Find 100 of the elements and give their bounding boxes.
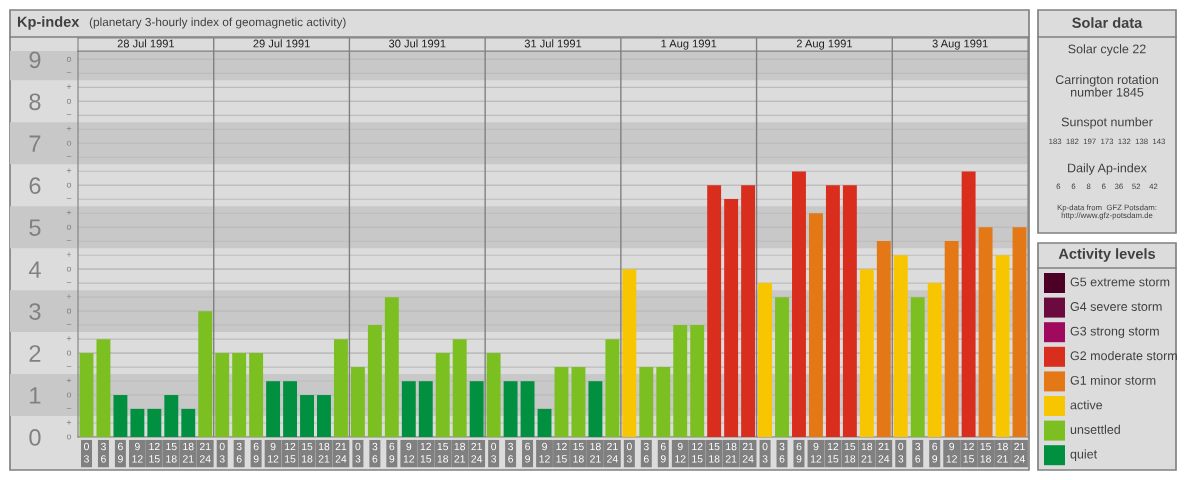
- text: −: [66, 114, 72, 115]
- text: −: [66, 282, 72, 283]
- text: Sunspot number: [1061, 117, 1153, 129]
- y-tick-label: 8: [29, 93, 41, 111]
- text: o: [66, 98, 72, 104]
- text: o: [66, 392, 72, 398]
- x-tick-label: 9 12: [810, 442, 822, 463]
- y-tick-label: 1: [30, 387, 41, 404]
- x-tick-label: 18 21: [861, 442, 873, 463]
- x-tick-label: 3 6: [100, 442, 106, 463]
- x-tick-label: 12 15: [285, 442, 296, 463]
- legend-title: Activity levels: [1058, 248, 1156, 262]
- x-tick-label: 12 15: [420, 442, 432, 463]
- x-tick-label: 21 24: [742, 442, 754, 463]
- x-tick-label: 12 15: [149, 442, 160, 463]
- text: Solar data: [1072, 17, 1143, 28]
- x-tick-label: 6 9: [796, 442, 802, 463]
- text: +: [66, 294, 72, 299]
- x-tick-label: 3 6: [236, 442, 242, 463]
- legend-label: G5 extreme storm: [1070, 277, 1170, 287]
- y-tick-label: 4: [28, 261, 41, 278]
- text: o: [66, 434, 72, 440]
- x-tick-label: 12 15: [556, 442, 567, 463]
- text: −: [66, 156, 72, 157]
- x-tick-label: 9 12: [403, 442, 415, 463]
- text: +: [66, 126, 72, 131]
- text: +: [66, 420, 72, 425]
- x-tick-label: 3 6: [779, 442, 785, 463]
- x-tick-label: 15 18: [844, 442, 856, 463]
- y-tick-label: 3: [29, 303, 41, 320]
- x-tick-label: 15 18: [980, 442, 991, 463]
- text: −: [66, 408, 72, 409]
- x-tick-label: 9 12: [539, 442, 550, 463]
- x-tick-label: 6 9: [660, 442, 666, 463]
- y-tick-label: 0: [29, 429, 41, 446]
- x-tick-label: 0 3: [762, 442, 768, 463]
- text: −: [66, 366, 72, 367]
- legend-label: unsettled: [1070, 424, 1120, 434]
- legend-label: G4 severe storm: [1070, 302, 1162, 311]
- legend-label: active: [1070, 400, 1103, 410]
- x-tick-label: 0 3: [898, 442, 904, 463]
- x-tick-label: 6 9: [525, 442, 530, 463]
- x-tick-label: 18 21: [997, 442, 1008, 463]
- x-tick-label: 18 21: [318, 442, 330, 463]
- text: −: [66, 198, 72, 199]
- x-tick-label: 0 3: [626, 442, 632, 463]
- text: 3 Aug 1991: [932, 39, 988, 50]
- text: +: [66, 210, 72, 215]
- legend-label: G1 minor storm: [1070, 375, 1156, 385]
- text: 29 Jul 1991: [253, 39, 310, 48]
- x-tick-label: 15 18: [709, 442, 720, 463]
- legend-label: G3 strong storm: [1070, 326, 1159, 339]
- text: Solar cycle 22: [1068, 44, 1146, 56]
- x-tick-label: 15 18: [302, 442, 313, 463]
- y-tick-label: 7: [29, 135, 41, 152]
- y-tick-label: 5: [29, 219, 41, 237]
- text: o: [66, 56, 72, 62]
- x-tick-label: 15 18: [573, 442, 584, 463]
- x-tick-label: 15 18: [166, 442, 177, 463]
- legend-label: G2 moderate storm: [1070, 350, 1177, 361]
- chart-title: Kp-index: [17, 16, 80, 30]
- x-tick-label: 6 9: [389, 442, 395, 463]
- x-tick-label: 21 24: [199, 442, 211, 463]
- text: 31 Jul 1991: [524, 39, 582, 48]
- x-tick-label: 12 15: [827, 442, 839, 463]
- x-tick-label: 0 3: [355, 442, 361, 463]
- y-tick-label: 6: [29, 177, 41, 195]
- x-tick-label: 18 21: [590, 442, 601, 463]
- text: o: [66, 350, 72, 356]
- x-tick-label: 12 15: [692, 442, 703, 463]
- x-tick-label: 18 21: [454, 442, 466, 463]
- text: +: [66, 84, 72, 89]
- x-tick-label: 6 9: [932, 442, 938, 463]
- legend-label: quiet: [1070, 449, 1098, 462]
- x-tick-label: 15 18: [437, 442, 449, 463]
- x-tick-label: 9 12: [268, 442, 279, 463]
- x-tick-label: 9 12: [946, 442, 957, 463]
- text: 2 Aug 1991: [796, 39, 852, 50]
- text: −: [66, 240, 72, 241]
- x-tick-label: 3 6: [643, 442, 649, 463]
- x-tick-label: 9 12: [132, 442, 143, 463]
- x-tick-label: 18 21: [183, 442, 194, 463]
- y-tick-label: 9: [29, 51, 41, 69]
- y-tick-label: 2: [29, 345, 41, 362]
- x-tick-label: 6 9: [253, 442, 259, 463]
- x-tick-label: 21 24: [878, 442, 890, 463]
- text: +: [66, 336, 72, 341]
- x-tick-label: 12 15: [963, 442, 974, 463]
- text: −: [66, 72, 72, 74]
- text: o: [66, 224, 72, 230]
- x-tick-label: 0 3: [219, 442, 225, 463]
- x-tick-label: 21 24: [607, 442, 618, 463]
- text: 28 Jul 1991: [117, 39, 175, 48]
- x-tick-label: 0 3: [83, 442, 89, 463]
- x-tick-label: 21 24: [471, 442, 483, 463]
- x-tick-label: 21 24: [1014, 442, 1026, 463]
- text: o: [66, 182, 72, 188]
- text: 1 Aug 1991: [661, 39, 717, 50]
- text: Carrington rotation number 1845: [1055, 74, 1158, 97]
- text: +: [66, 168, 72, 173]
